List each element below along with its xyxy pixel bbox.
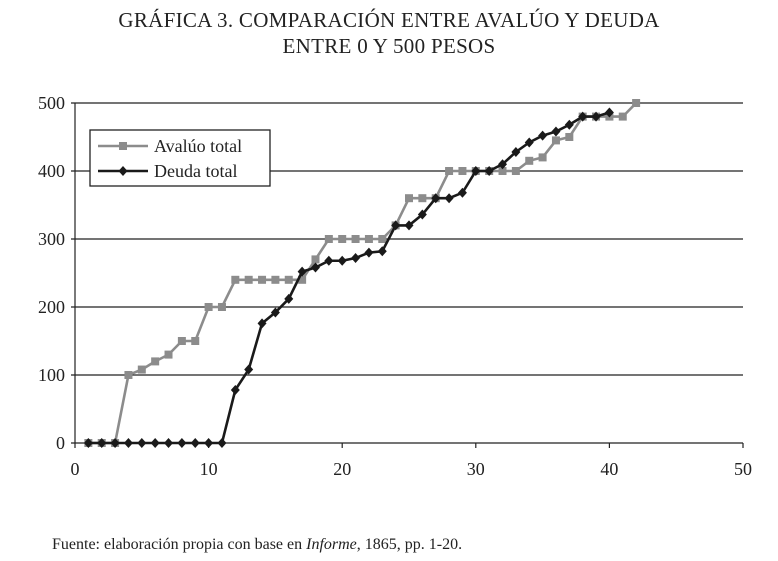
data-point-deuda xyxy=(591,111,601,122)
data-point-deuda xyxy=(391,220,401,231)
data-point-deuda xyxy=(83,438,93,448)
y-tick-label: 200 xyxy=(38,297,65,317)
data-point-avaluo xyxy=(498,167,507,175)
data-point-avaluo xyxy=(258,275,267,284)
data-point-avaluo xyxy=(177,337,186,345)
data-point-avaluo xyxy=(231,275,240,284)
x-tick-label: 30 xyxy=(467,459,485,479)
data-point-deuda xyxy=(538,130,548,141)
data-point-avaluo xyxy=(458,167,467,175)
data-point-deuda xyxy=(97,438,107,448)
data-point-avaluo xyxy=(324,235,333,243)
data-point-deuda xyxy=(431,193,441,204)
source-note: Fuente: elaboración propia con base en I… xyxy=(52,536,462,554)
data-point-deuda xyxy=(177,438,187,448)
data-point-avaluo xyxy=(244,275,253,284)
data-point-deuda xyxy=(204,438,214,448)
x-tick-label: 0 xyxy=(71,459,80,479)
data-point-deuda xyxy=(324,255,334,266)
data-point-avaluo xyxy=(405,194,413,203)
source-suffix: , 1865, pp. 1-20. xyxy=(356,536,463,553)
legend-label: Deuda total xyxy=(154,161,237,181)
data-point-deuda xyxy=(150,438,160,448)
x-tick-label: 10 xyxy=(200,459,218,479)
data-point-avaluo xyxy=(511,167,520,175)
data-point-avaluo xyxy=(418,194,427,203)
source-prefix: Fuente: elaboración propia con base en xyxy=(52,536,307,553)
y-tick-label: 100 xyxy=(38,365,65,385)
data-point-avaluo xyxy=(284,275,293,284)
data-point-deuda xyxy=(444,193,454,204)
data-point-deuda xyxy=(297,266,307,277)
y-tick-label: 400 xyxy=(38,161,65,181)
source-italic: Informe xyxy=(306,536,357,553)
data-point-deuda xyxy=(164,438,174,448)
data-point-deuda xyxy=(110,438,120,448)
data-point-deuda xyxy=(457,187,467,198)
data-point-deuda xyxy=(377,246,387,257)
data-point-deuda xyxy=(123,438,133,448)
data-point-avaluo xyxy=(378,235,387,243)
data-point-avaluo xyxy=(164,350,173,359)
data-point-avaluo xyxy=(191,337,200,345)
chart-title-line2: ENTRE 0 Y 500 PESOS xyxy=(282,34,496,58)
data-point-avaluo xyxy=(151,357,160,366)
data-point-deuda xyxy=(244,364,254,375)
data-point-avaluo xyxy=(217,303,226,311)
data-point-deuda xyxy=(564,119,574,130)
data-point-avaluo xyxy=(351,235,360,243)
data-point-deuda xyxy=(524,137,534,148)
y-tick-label: 0 xyxy=(56,433,65,453)
data-point-deuda xyxy=(217,438,227,448)
data-point-deuda xyxy=(364,247,374,258)
y-tick-label: 300 xyxy=(38,229,65,249)
legend-marker xyxy=(119,142,127,150)
legend-box xyxy=(89,129,271,187)
data-point-avaluo xyxy=(445,167,454,175)
data-point-avaluo xyxy=(618,112,627,121)
data-point-deuda xyxy=(578,111,588,122)
data-point-avaluo xyxy=(298,275,307,284)
legend-marker xyxy=(118,166,128,176)
data-point-deuda xyxy=(230,384,240,395)
data-point-avaluo xyxy=(632,99,641,107)
data-point-deuda xyxy=(310,262,320,273)
data-point-avaluo xyxy=(551,136,560,145)
data-point-deuda xyxy=(270,307,280,318)
data-point-deuda xyxy=(484,166,494,176)
data-point-avaluo xyxy=(538,153,547,162)
data-point-deuda xyxy=(337,255,347,266)
data-point-avaluo xyxy=(338,235,347,243)
legend-label: Avalúo total xyxy=(154,136,242,156)
data-point-deuda xyxy=(137,438,147,448)
data-point-avaluo xyxy=(311,255,320,264)
data-point-deuda xyxy=(404,220,414,231)
x-tick-label: 50 xyxy=(734,459,752,479)
y-tick-label: 500 xyxy=(38,93,65,113)
chart-title-line1: GRÁFICA 3. COMPARACIÓN ENTRE AVALÚO Y DE… xyxy=(118,8,660,32)
data-point-deuda xyxy=(604,107,614,118)
data-point-avaluo xyxy=(525,156,534,165)
x-tick-label: 20 xyxy=(333,459,351,479)
data-point-avaluo xyxy=(204,303,213,311)
data-point-deuda xyxy=(551,126,561,137)
data-point-deuda xyxy=(257,318,267,329)
data-point-deuda xyxy=(190,438,200,448)
x-tick-label: 40 xyxy=(600,459,618,479)
data-point-avaluo xyxy=(137,365,146,374)
data-point-deuda xyxy=(471,166,481,176)
data-point-avaluo xyxy=(565,133,574,141)
series-line-deuda xyxy=(88,111,610,445)
data-point-avaluo xyxy=(271,275,280,284)
data-point-deuda xyxy=(511,146,521,157)
data-point-deuda xyxy=(284,293,294,304)
data-point-avaluo xyxy=(124,371,133,379)
data-point-deuda xyxy=(417,209,427,220)
data-point-deuda xyxy=(351,253,361,264)
data-point-deuda xyxy=(498,159,508,170)
data-point-avaluo xyxy=(364,235,373,243)
